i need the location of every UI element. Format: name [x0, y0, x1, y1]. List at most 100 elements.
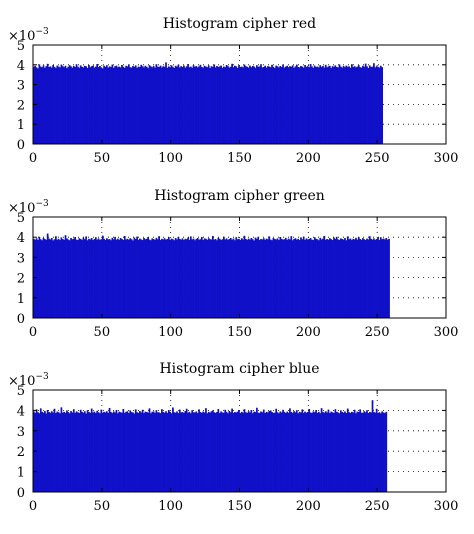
- histogram-bar: [94, 66, 97, 144]
- histogram-bar: [196, 238, 199, 318]
- histogram-bar: [371, 239, 374, 318]
- histogram-bar: [34, 239, 37, 318]
- histogram-bar: [119, 412, 122, 492]
- histogram-bar: [331, 412, 334, 492]
- histogram-bar: [366, 66, 368, 144]
- histogram-bar: [256, 238, 258, 318]
- histogram-bar: [242, 412, 244, 492]
- histogram-bar: [381, 67, 384, 144]
- histogram-bar: [172, 66, 174, 144]
- histogram-bar: [81, 239, 83, 318]
- histogram-bar: [104, 66, 107, 144]
- histogram-bar: [139, 238, 141, 318]
- histogram-bar: [282, 239, 284, 318]
- histogram-bar: [118, 239, 121, 318]
- histogram-bar: [324, 64, 327, 144]
- histogram-bar: [210, 239, 213, 318]
- histogram-bar: [108, 407, 111, 492]
- histogram-bar: [195, 239, 198, 318]
- histogram-bar: [166, 67, 169, 144]
- histogram-bar: [232, 412, 235, 492]
- histogram-bar: [83, 65, 86, 144]
- histogram-bar: [367, 239, 370, 318]
- histogram-bar: [262, 238, 265, 318]
- histogram-bar: [344, 238, 346, 318]
- histogram-bar: [174, 65, 177, 144]
- histogram-bar: [298, 240, 301, 318]
- histogram-bar: [320, 408, 323, 492]
- histogram-bar: [357, 412, 360, 492]
- histogram-bar: [56, 65, 59, 144]
- histogram-bar: [133, 66, 136, 144]
- histogram-bar: [159, 413, 162, 492]
- histogram-bar: [63, 67, 66, 144]
- histogram-bar: [375, 66, 378, 144]
- histogram-bar: [222, 236, 225, 318]
- histogram-bar: [368, 65, 371, 144]
- histogram-bar: [85, 413, 88, 492]
- histogram-bar: [144, 65, 147, 144]
- histogram-bar: [192, 65, 195, 144]
- histogram-bar: [289, 408, 291, 492]
- histogram-bar: [44, 411, 46, 492]
- histogram-bar: [134, 65, 137, 144]
- histogram-bar: [158, 412, 161, 492]
- histogram-bar: [110, 240, 112, 318]
- histogram-bar: [337, 239, 339, 318]
- histogram-bar: [313, 237, 316, 318]
- histogram-bar: [163, 238, 166, 318]
- histogram-bar: [351, 64, 353, 144]
- y-tick-label: 3: [17, 79, 25, 94]
- histogram-bar: [200, 412, 203, 492]
- histogram-bar: [172, 407, 174, 492]
- histogram-bar: [268, 411, 271, 492]
- histogram-bar: [103, 238, 105, 318]
- y-multiplier-label: ×10−3: [8, 372, 49, 389]
- histogram-bar: [287, 67, 290, 144]
- histogram-bar: [272, 238, 275, 318]
- histogram-bar: [33, 411, 35, 492]
- histogram-bar: [189, 66, 192, 144]
- histogram-bar: [249, 65, 251, 144]
- histogram-bar: [156, 66, 159, 144]
- histogram-bar: [373, 412, 375, 492]
- histogram-bar: [75, 64, 78, 144]
- histogram-bar: [200, 66, 203, 144]
- histogram-bar: [176, 66, 178, 144]
- histogram-bar: [366, 410, 368, 492]
- histogram-bar: [105, 411, 108, 492]
- histogram-bar: [367, 413, 370, 492]
- histogram-bar: [155, 64, 158, 144]
- histogram-bar: [180, 66, 183, 144]
- histogram-bar: [56, 411, 59, 492]
- histogram-bar: [78, 413, 81, 492]
- histogram-bar: [349, 238, 352, 318]
- histogram-bar: [238, 65, 240, 144]
- histogram-bar: [214, 412, 217, 492]
- histogram-bar: [257, 412, 260, 492]
- histogram-bar: [373, 63, 375, 144]
- histogram-bar: [300, 412, 302, 492]
- histogram-bar: [178, 239, 181, 318]
- histogram-bar: [60, 64, 63, 144]
- histogram-bar: [61, 66, 64, 144]
- histogram-bar: [196, 67, 199, 144]
- histogram-bar: [261, 239, 264, 318]
- histogram-bar: [129, 67, 132, 144]
- histogram-bar: [302, 67, 305, 144]
- histogram-bar: [126, 66, 129, 144]
- histogram-bar: [227, 239, 229, 318]
- histogram-bar: [364, 63, 367, 144]
- chart-title: Histogram cipher green: [154, 188, 325, 204]
- histogram-bar: [132, 240, 134, 318]
- histogram-bar: [284, 237, 287, 318]
- histogram-bar: [377, 237, 379, 318]
- histogram-bar: [167, 66, 170, 144]
- histogram-bar: [338, 64, 341, 144]
- histogram-bar: [362, 238, 364, 318]
- histogram-bar: [378, 67, 381, 144]
- histogram-bar: [169, 239, 172, 318]
- histogram-bar: [300, 237, 302, 318]
- histogram-bar: [367, 67, 370, 144]
- histogram-bar: [67, 239, 70, 318]
